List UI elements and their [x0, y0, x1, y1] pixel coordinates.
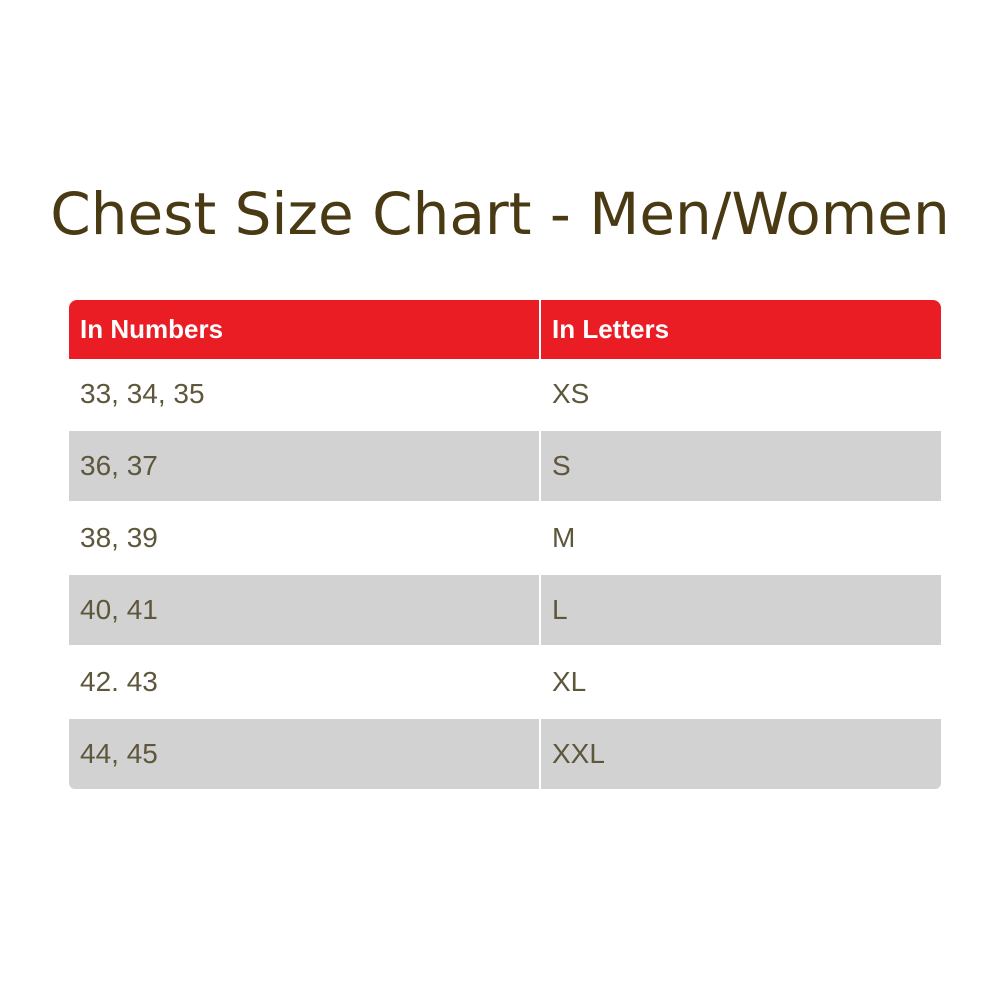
- numbers-cell: 40, 41: [69, 575, 541, 645]
- numbers-cell: 44, 45: [69, 719, 541, 789]
- letters-cell: XL: [552, 666, 587, 697]
- table-row: 33, 34, 35 XS: [69, 359, 941, 429]
- letters-cell: XS: [552, 378, 590, 409]
- table-row: 40, 41 L: [69, 575, 941, 645]
- table-row: 44, 45 XXL: [69, 719, 941, 789]
- table-header: In Numbers In Letters: [69, 300, 941, 359]
- page-title: Chest Size Chart - Men/Women: [50, 180, 950, 248]
- letters-cell: L: [541, 575, 941, 645]
- table-row: 42. 43 XL: [69, 647, 941, 717]
- table-row: 38, 39 M: [69, 503, 941, 573]
- letters-cell: M: [552, 522, 576, 553]
- size-table: In Numbers In Letters 33, 34, 35 XS 36, …: [69, 300, 941, 791]
- numbers-cell: 42. 43: [69, 647, 541, 717]
- letters-cell: S: [541, 431, 941, 501]
- numbers-cell: 33, 34, 35: [69, 359, 541, 429]
- header-in-letters: In Letters: [541, 300, 941, 359]
- letters-cell: XXL: [541, 719, 941, 789]
- header-in-numbers: In Numbers: [69, 300, 541, 359]
- table-row: 36, 37 S: [69, 431, 941, 501]
- numbers-cell: 36, 37: [69, 431, 541, 501]
- numbers-cell: 38, 39: [69, 503, 541, 573]
